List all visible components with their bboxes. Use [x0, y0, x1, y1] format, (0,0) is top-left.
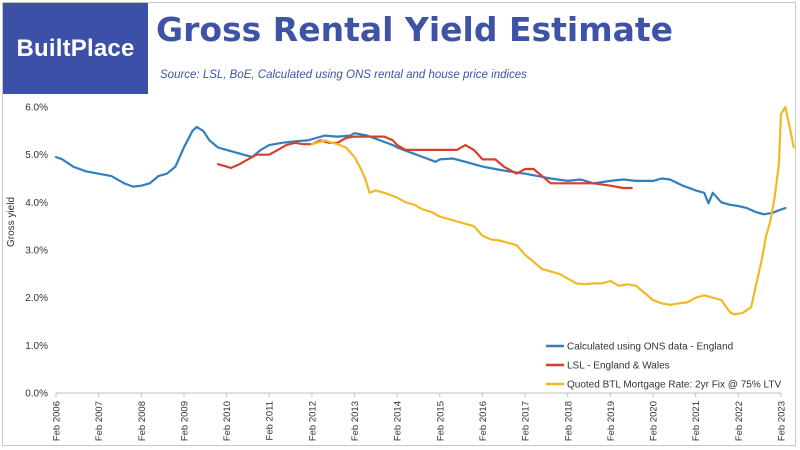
y-tick-label: 3.0%	[25, 246, 48, 257]
y-tick-label: 1.0%	[25, 341, 48, 352]
y-tick-label: 5.0%	[25, 150, 48, 161]
x-tick-label: Feb 2014	[393, 401, 404, 441]
x-tick-label: Feb 2007	[94, 401, 105, 441]
chart-title: Gross Rental Yield Estimate	[156, 10, 674, 49]
x-tick-label: Feb 2020	[649, 401, 660, 441]
x-tick-label: Feb 2010	[222, 401, 233, 441]
y-tick-label: 6.0%	[25, 103, 48, 114]
x-tick-label: Feb 2016	[478, 401, 489, 441]
x-tick-label: Feb 2006	[52, 401, 63, 441]
chart-legend: Calculated using ONS data - England LSL -…	[546, 342, 781, 391]
y-axis-label: Gross yield	[6, 197, 17, 247]
legend-label-1: Calculated using ONS data - England	[567, 342, 733, 353]
legend-label-3: Quoted BTL Mortgage Rate: 2yr Fix @ 75% …	[567, 380, 781, 391]
x-tick-label: Feb 2017	[521, 401, 532, 441]
x-tick-label: Feb 2013	[350, 401, 361, 441]
chart-axes: 0.0% 1.0% 2.0% 3.0% 4.0% 5.0% 6.0% Gross yield F…	[6, 103, 788, 442]
brand-logo: BuiltPlace	[3, 3, 148, 94]
x-tick-label: Feb 2021	[691, 401, 702, 441]
x-tick-label: Feb 2009	[179, 401, 190, 441]
x-tick-label: Feb 2015	[435, 401, 446, 441]
x-tick-label: Feb 2018	[563, 401, 574, 441]
y-tick-label: 0.0%	[25, 389, 48, 400]
series-line-2	[217, 135, 633, 190]
y-tick-label: 4.0%	[25, 198, 48, 209]
chart-subtitle: Source: LSL, BoE, Calculated using ONS r…	[160, 69, 527, 81]
x-tick-label: Feb 2008	[137, 401, 148, 441]
series-layer	[54, 105, 795, 316]
series-line-1	[54, 125, 787, 216]
legend-label-2: LSL - England & Wales	[567, 361, 670, 372]
y-tick-label: 2.0%	[25, 293, 48, 304]
brand-logo-text: BuiltPlace	[16, 34, 135, 62]
x-tick-label: Feb 2011	[265, 401, 276, 440]
series-line-3	[310, 105, 795, 316]
x-tick-label: Feb 2023	[777, 401, 788, 441]
x-tick-label: Feb 2019	[606, 401, 617, 441]
x-tick-label: Feb 2012	[307, 401, 318, 441]
x-tick-label: Feb 2022	[734, 401, 745, 441]
